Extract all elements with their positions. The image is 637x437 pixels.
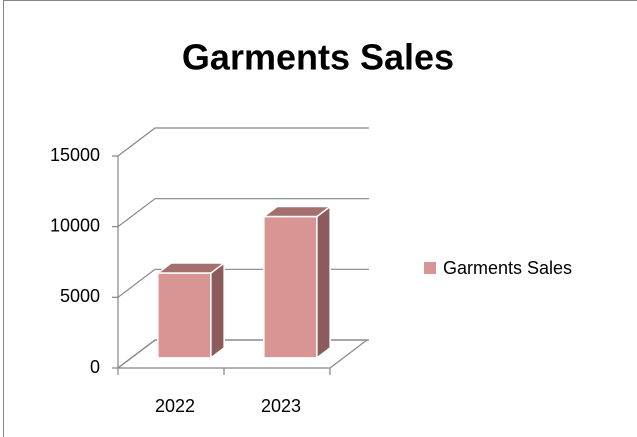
bar xyxy=(261,204,333,360)
y-tick-label: 15000 xyxy=(50,145,100,165)
bar-side xyxy=(316,204,331,360)
y-tick-label: 5000 xyxy=(60,286,100,306)
y-tick-label: 10000 xyxy=(50,215,100,235)
bar-front xyxy=(263,215,318,359)
legend-swatch xyxy=(424,262,436,274)
bar-front xyxy=(157,272,212,359)
grid-line xyxy=(117,127,369,157)
bar xyxy=(155,261,227,360)
chart-title: Garments Sales xyxy=(182,37,454,78)
grid-line xyxy=(117,198,369,228)
y-tick-label: 0 xyxy=(90,357,100,377)
x-tick-label: 2023 xyxy=(261,396,301,416)
legend-label: Garments Sales xyxy=(443,258,572,278)
x-tick-label: 2022 xyxy=(155,396,195,416)
bar-side xyxy=(210,261,225,360)
